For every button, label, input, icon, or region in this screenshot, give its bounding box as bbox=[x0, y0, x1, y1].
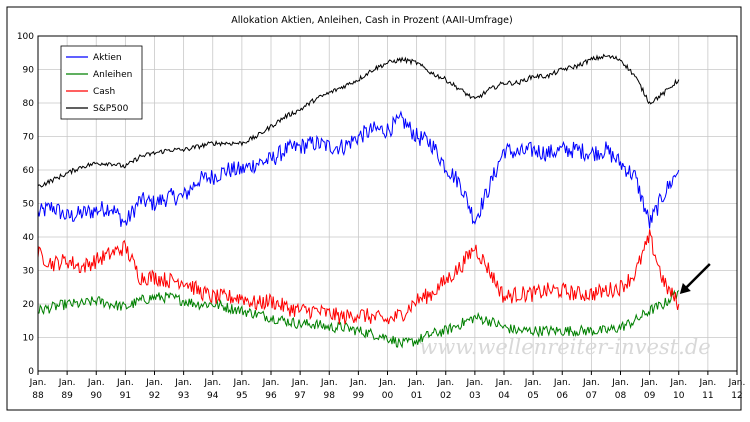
x-tick-label-month: Jan. bbox=[29, 378, 47, 388]
x-tick-label-month: Jan. bbox=[203, 378, 221, 388]
x-tick-label-year: 11 bbox=[702, 391, 713, 401]
x-tick-label-month: Jan. bbox=[669, 378, 687, 388]
x-tick-label-year: 97 bbox=[294, 391, 305, 401]
legend-label-cash: Cash bbox=[93, 87, 115, 97]
x-tick-label-year: 89 bbox=[61, 391, 73, 401]
y-tick-label: 80 bbox=[23, 99, 35, 109]
series-line-anleihen bbox=[37, 289, 680, 349]
legend-label-aktien: Aktien bbox=[93, 53, 122, 63]
x-tick-label-year: 01 bbox=[411, 391, 422, 401]
y-tick-label: 100 bbox=[17, 32, 34, 42]
x-tick-label-year: 94 bbox=[207, 391, 219, 401]
x-tick-label-month: Jan. bbox=[145, 378, 163, 388]
x-tick-label-year: 95 bbox=[236, 391, 247, 401]
x-tick-label-year: 99 bbox=[353, 391, 365, 401]
x-tick-label-year: 04 bbox=[498, 391, 510, 401]
axes: 0102030405060708090100Jan.88Jan.89Jan.90… bbox=[17, 32, 746, 401]
y-tick-label: 30 bbox=[23, 267, 35, 277]
x-tick-label-year: 05 bbox=[527, 391, 538, 401]
y-tick-label: 50 bbox=[23, 200, 35, 210]
x-tick-label-month: Jan. bbox=[87, 378, 105, 388]
legend-label-anleihen: Anleihen bbox=[93, 70, 132, 80]
x-tick-label-year: 10 bbox=[673, 391, 685, 401]
y-tick-label: 40 bbox=[23, 233, 35, 243]
x-tick-label-year: 92 bbox=[149, 391, 160, 401]
y-tick-label: 90 bbox=[23, 66, 35, 76]
x-tick-label-month: Jan. bbox=[524, 378, 542, 388]
series-line-aktien bbox=[37, 110, 680, 229]
legend-box bbox=[60, 45, 143, 120]
x-tick-label-month: Jan. bbox=[407, 378, 425, 388]
series-lines bbox=[37, 53, 680, 349]
watermark-text: www.wellenreiter-invest.de bbox=[419, 335, 710, 359]
x-tick-label-year: 91 bbox=[120, 391, 131, 401]
arrow-head bbox=[679, 282, 691, 294]
x-tick-label-year: 98 bbox=[324, 391, 336, 401]
series-line-cash bbox=[37, 229, 680, 325]
watermark-group: www.wellenreiter-invest.de bbox=[419, 335, 710, 359]
x-tick-label-year: 00 bbox=[382, 391, 394, 401]
y-tick-label: 70 bbox=[23, 133, 35, 143]
x-tick-label-month: Jan. bbox=[466, 378, 484, 388]
x-tick-label-month: Jan. bbox=[291, 378, 309, 388]
y-tick-label: 0 bbox=[28, 367, 34, 377]
series-line-sp500 bbox=[37, 53, 680, 188]
annotation-arrow bbox=[679, 263, 711, 294]
x-tick-label-month: Jan. bbox=[58, 378, 76, 388]
x-tick-label-month: Jan. bbox=[553, 378, 571, 388]
x-tick-label-year: 06 bbox=[557, 391, 569, 401]
x-tick-label-year: 02 bbox=[440, 391, 451, 401]
y-tick-label: 60 bbox=[23, 166, 35, 176]
y-tick-label: 10 bbox=[23, 334, 35, 344]
x-tick-label-year: 90 bbox=[91, 391, 103, 401]
x-tick-label-month: Jan. bbox=[611, 378, 629, 388]
x-tick-label-month: Jan. bbox=[233, 378, 251, 388]
x-tick-label-month: Jan. bbox=[320, 378, 338, 388]
x-tick-label-month: Jan. bbox=[699, 378, 717, 388]
x-tick-label-month: Jan. bbox=[174, 378, 192, 388]
x-tick-label-month: Jan. bbox=[728, 378, 746, 388]
x-tick-label-month: Jan. bbox=[349, 378, 367, 388]
legend-label-sp500: S&P500 bbox=[93, 104, 129, 114]
legend: Aktien Anleihen Cash S&P500 bbox=[60, 45, 143, 120]
x-tick-label-year: 93 bbox=[178, 391, 189, 401]
x-tick-label-month: Jan. bbox=[582, 378, 600, 388]
x-tick-label-year: 88 bbox=[32, 391, 44, 401]
chart-title: Allokation Aktien, Anleihen, Cash in Pro… bbox=[231, 15, 512, 26]
x-tick-label-year: 08 bbox=[615, 391, 627, 401]
x-tick-label-year: 07 bbox=[586, 391, 597, 401]
x-tick-label-month: Jan. bbox=[495, 378, 513, 388]
plot-area-border bbox=[37, 35, 738, 372]
x-tick-label-year: 03 bbox=[469, 391, 480, 401]
x-tick-label-month: Jan. bbox=[378, 378, 396, 388]
x-tick-label-year: 09 bbox=[644, 391, 656, 401]
x-tick-label-month: Jan. bbox=[436, 378, 454, 388]
x-tick-label-month: Jan. bbox=[640, 378, 658, 388]
arrow-shaft bbox=[684, 263, 711, 289]
y-tick-label: 20 bbox=[23, 300, 35, 310]
x-tick-label-month: Jan. bbox=[116, 378, 134, 388]
x-tick-label-year: 96 bbox=[265, 391, 277, 401]
x-tick-label-year: 12 bbox=[731, 391, 742, 401]
x-tick-label-month: Jan. bbox=[262, 378, 280, 388]
